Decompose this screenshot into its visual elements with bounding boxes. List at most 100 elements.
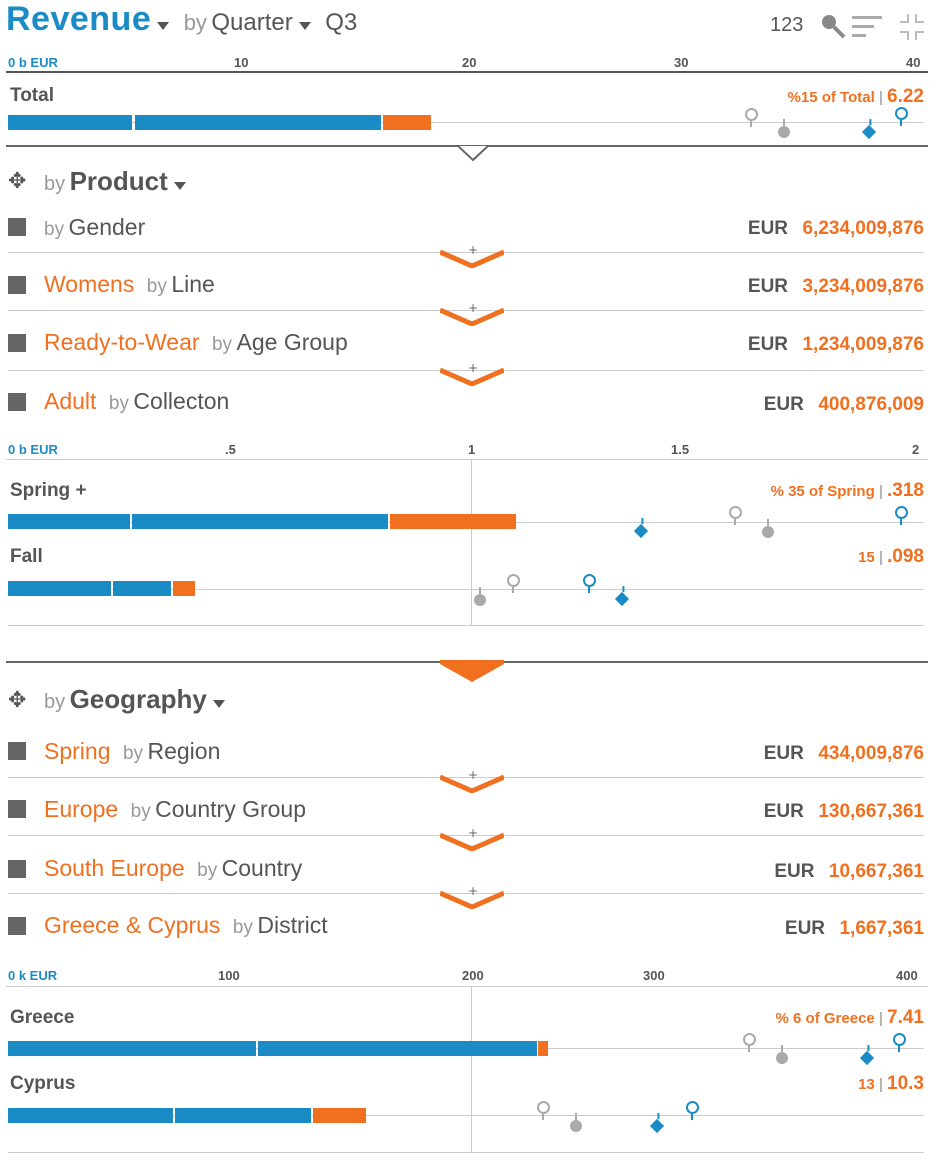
number-format-toggle[interactable]: 123 [770, 14, 804, 36]
greece-bar-segment-2[interactable] [258, 1041, 537, 1056]
level-square-icon[interactable] [8, 800, 26, 818]
cyprus-marker-grey-dot [570, 1113, 582, 1132]
level-selected: Europe [44, 796, 119, 822]
spring-bar-segment-3[interactable] [390, 514, 516, 529]
level-by: by [122, 743, 144, 764]
level-separator [8, 777, 924, 778]
cyprus-bar-segment-2[interactable] [175, 1108, 311, 1123]
geography-axis-tick-0: 0 k EUR [8, 968, 58, 983]
expand-chevron-icon[interactable]: + [438, 826, 506, 856]
product-axis-tick-0: 0 b EUR [8, 442, 58, 457]
expand-chevron-icon[interactable]: + [438, 243, 506, 273]
greece-marker-diamond [859, 1050, 875, 1066]
spring-marker-prior-open [729, 506, 742, 525]
spring-bar-segment-2[interactable] [132, 514, 388, 529]
geography-level-2[interactable]: Europe by Country Group [44, 796, 306, 823]
product-caret-icon[interactable] [173, 181, 186, 190]
total-value: 6.22 [887, 86, 924, 107]
level-square-icon[interactable] [8, 860, 26, 878]
geography-level-3-total: EUR 10,667,361 [774, 861, 924, 883]
level-square-icon[interactable] [8, 917, 26, 935]
greece-bar-segment-1[interactable] [8, 1041, 256, 1056]
fall-bar-segment-2[interactable] [113, 581, 171, 596]
expand-chevron-icon[interactable] [440, 660, 504, 691]
expand-chevron-icon[interactable]: + [438, 768, 506, 798]
level-dim: Country [221, 855, 303, 881]
geography-caret-icon[interactable] [212, 699, 225, 708]
level-separator [8, 370, 924, 371]
fall-bar-segment-1[interactable] [8, 581, 111, 596]
level-separator [8, 893, 924, 894]
total-percentage: %15 of Total | 6.22 [788, 86, 924, 108]
product-reference-line [471, 459, 472, 625]
cyprus-row-label[interactable]: Cyprus [10, 1073, 76, 1094]
level-selected: South Europe [44, 855, 185, 881]
product-level-2-total: EUR 3,234,009,876 [748, 276, 924, 298]
cyprus-bar-segment-1[interactable] [8, 1108, 173, 1123]
geography-level-1-total: EUR 434,009,876 [764, 743, 924, 765]
geography-dimension-header[interactable]: by Geography [44, 684, 225, 715]
total-bar-segment-1[interactable] [8, 115, 132, 130]
move-icon[interactable]: ✥ [8, 687, 27, 712]
geography-level-1[interactable]: Spring by Region [44, 738, 220, 765]
page-title[interactable]: Revenue [6, 0, 152, 38]
product-level-2[interactable]: Womens by Line [44, 271, 215, 298]
level-selected: Ready-to-Wear [44, 329, 200, 355]
level-square-icon[interactable] [8, 393, 26, 411]
total-marker-diamond [861, 124, 877, 140]
header-bar: Revenue by Quarter Q3 [6, 0, 357, 39]
level-separator [8, 835, 924, 836]
level-by: by [108, 393, 129, 414]
pipe-separator: | [878, 1010, 883, 1027]
level-amount: 130,667,361 [818, 801, 924, 822]
expand-chevron-icon[interactable]: + [438, 301, 506, 331]
geography-level-4[interactable]: Greece & Cyprus by District [44, 912, 328, 939]
level-square-icon[interactable] [8, 334, 26, 352]
level-by: by [130, 801, 151, 822]
level-amount: 400,876,009 [818, 394, 924, 415]
geography-axis-line [6, 986, 928, 987]
search-key-icon[interactable] [820, 13, 846, 44]
title-caret-icon[interactable] [157, 21, 170, 30]
product-dimension-header[interactable]: by Product [44, 166, 186, 197]
pipe-separator: | [878, 1076, 883, 1093]
cyprus-bar-segment-3[interactable] [313, 1108, 366, 1123]
level-amount: 10,667,361 [828, 861, 924, 882]
geography-level-3[interactable]: South Europe by Country [44, 855, 302, 882]
level-square-icon[interactable] [8, 742, 26, 760]
product-level-4[interactable]: Adult by Collecton [44, 388, 229, 415]
header-by-label: by [183, 10, 207, 35]
product-level-3[interactable]: Ready-to-Wear by Age Group [44, 329, 348, 356]
axis1-tick-2: 20 [462, 55, 477, 70]
level-square-icon[interactable] [8, 218, 26, 236]
fall-row-label[interactable]: Fall [10, 546, 43, 567]
geography-axis-tick-4: 400 [896, 968, 918, 983]
greece-row-label[interactable]: Greece [10, 1007, 75, 1028]
spring-row-label[interactable]: Spring + [10, 480, 87, 501]
spring-marker-grey-dot [762, 519, 774, 538]
total-bar-segment-2[interactable] [135, 115, 381, 130]
svg-text:+: + [468, 827, 478, 840]
spring-bar-segment-1[interactable] [8, 514, 130, 529]
move-icon[interactable]: ✥ [8, 168, 27, 193]
sort-lines-icon[interactable] [852, 14, 884, 45]
expand-chevron-icon[interactable]: + [438, 884, 506, 914]
grouping-caret-icon[interactable] [298, 21, 311, 30]
period-selector[interactable]: Q3 [325, 9, 358, 36]
level-square-icon[interactable] [8, 276, 26, 294]
greece-marker-prior-open [743, 1033, 756, 1052]
expand-chevron-icon[interactable]: + [438, 361, 506, 391]
fall-marker-target-open [583, 574, 596, 593]
grouping-selector[interactable]: Quarter [211, 9, 293, 36]
level-selected: Spring [44, 738, 111, 764]
product-level-1[interactable]: by Gender [44, 214, 145, 241]
level-by: by [211, 334, 233, 355]
greece-bar-segment-3[interactable] [538, 1041, 548, 1056]
product-axis-tick-2: 1 [468, 442, 476, 457]
total-bar-segment-3[interactable] [383, 115, 431, 130]
spring-value: .318 [887, 480, 924, 501]
fall-marker-grey-dot [474, 587, 486, 606]
collapse-icon[interactable] [898, 12, 926, 47]
fall-bar-segment-3[interactable] [173, 581, 195, 596]
currency-label: EUR [763, 743, 804, 764]
